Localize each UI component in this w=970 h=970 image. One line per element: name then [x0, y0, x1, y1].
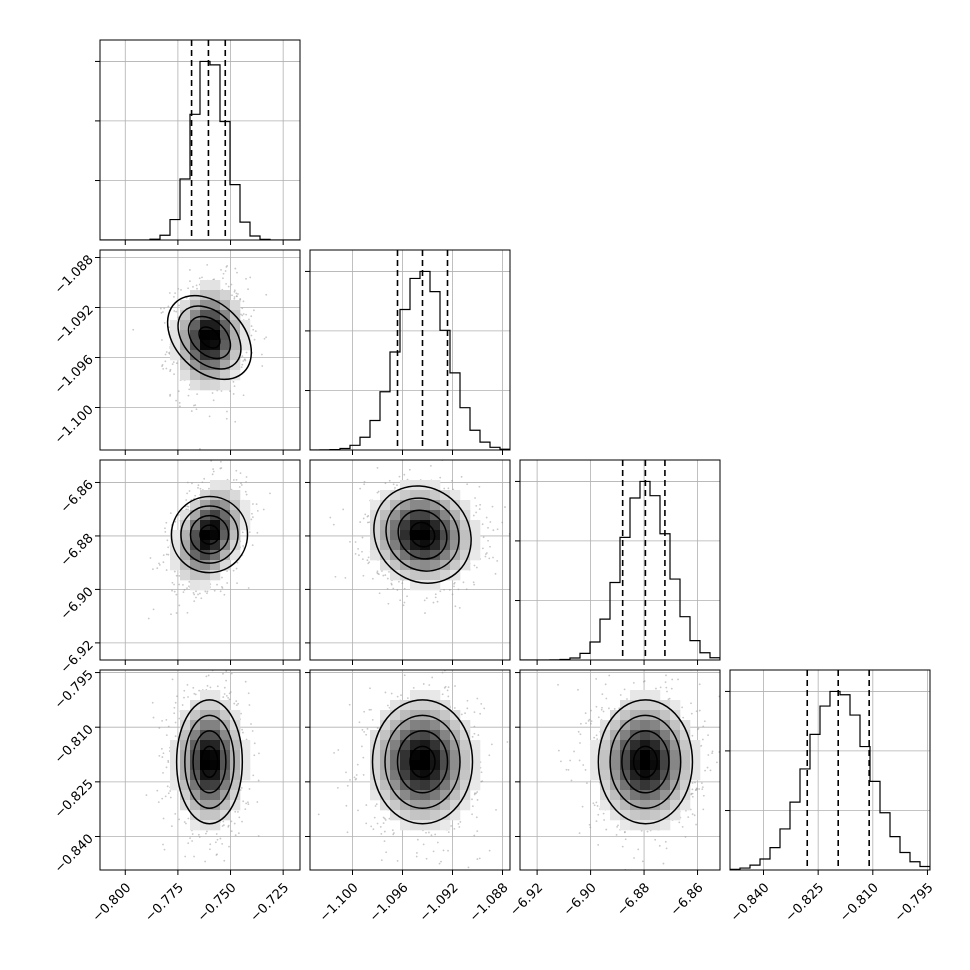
- contour-1-0-0: [198, 326, 221, 349]
- contour-3-0-3: [175, 699, 244, 825]
- contour-2-0-3: [170, 495, 249, 574]
- contour-2-0-2: [180, 505, 239, 564]
- contour-3-2-2: [609, 714, 682, 810]
- panel-frame-2-0: [99, 459, 301, 661]
- x-tick-label-2-0: −6.92: [507, 880, 546, 919]
- contour-3-2-1: [621, 730, 670, 794]
- y-tick-label-2-0: −6.92: [58, 638, 97, 677]
- x-tick-label-3-2: −0.810: [837, 880, 882, 925]
- contour-2-1-1: [397, 509, 448, 560]
- contour-3-1-1: [396, 730, 449, 794]
- histogram-2: [520, 480, 720, 660]
- x-tick-label-1-1: −1.096: [367, 880, 412, 925]
- contour-3-0-0: [200, 745, 219, 779]
- panel-frame-0-0: [99, 39, 301, 241]
- contour-2-1-2: [385, 497, 460, 572]
- contour-3-2-3: [597, 699, 694, 825]
- x-tick-label-1-0: −1.100: [317, 880, 362, 925]
- histogram-3: [730, 690, 930, 870]
- panel-1-0: [95, 249, 301, 455]
- panel-frame-3-1: [309, 669, 511, 871]
- contour-1-0-1: [187, 315, 232, 360]
- contour-1-0-3: [166, 294, 253, 381]
- x-tick-label-3-1: −0.825: [783, 880, 828, 925]
- panel-3-2: [515, 669, 721, 875]
- panel-frame-1-1: [309, 249, 511, 451]
- histogram-0: [100, 60, 300, 240]
- panel-frame-2-2: [519, 459, 721, 661]
- panel-frame-1-0: [99, 249, 301, 451]
- contour-2-1-3: [373, 485, 472, 584]
- contour-1-0-2: [177, 305, 242, 370]
- x-tick-label-2-2: −6.88: [614, 880, 653, 919]
- panel-frame-2-1: [309, 459, 511, 661]
- panel-0-0: [95, 39, 301, 245]
- x-tick-label-1-2: −1.092: [417, 880, 462, 925]
- contour-3-1-3: [371, 699, 474, 825]
- panel-3-3: [725, 669, 931, 875]
- panel-3-1: [305, 669, 511, 875]
- x-tick-label-3-0: −0.840: [728, 880, 773, 925]
- x-tick-label-0-0: −0.800: [90, 880, 135, 925]
- panel-frame-3-2: [519, 669, 721, 871]
- y-tick-label-3-3: −0.795: [52, 668, 97, 713]
- x-tick-label-0-3: −0.725: [248, 880, 293, 925]
- y-tick-label-3-1: −0.825: [52, 777, 97, 822]
- panel-2-0: [95, 459, 301, 665]
- y-tick-label-1-2: −1.092: [52, 303, 97, 348]
- panel-frame-3-3: [729, 669, 931, 871]
- y-tick-label-1-0: −1.100: [52, 403, 97, 448]
- contour-2-1-0: [409, 521, 436, 548]
- x-tick-label-2-3: −6.86: [668, 880, 707, 919]
- contour-2-0-1: [189, 514, 230, 555]
- x-tick-label-0-1: −0.775: [142, 880, 187, 925]
- contour-3-0-2: [184, 714, 235, 810]
- x-tick-label-1-3: −1.088: [467, 880, 512, 925]
- x-tick-label-3-3: −0.795: [892, 880, 937, 925]
- y-tick-label-3-2: −0.810: [52, 722, 97, 767]
- panel-2-1: [305, 459, 511, 665]
- contour-3-1-0: [409, 745, 436, 779]
- panel-1-1: [305, 249, 511, 455]
- x-tick-label-0-2: −0.750: [195, 880, 240, 925]
- y-tick-label-2-3: −6.86: [58, 478, 97, 517]
- y-tick-label-2-1: −6.90: [58, 584, 97, 623]
- y-tick-label-1-3: −1.088: [52, 253, 97, 298]
- contour-3-0-1: [192, 730, 227, 794]
- panel-3-0: [95, 669, 301, 875]
- histogram-1: [310, 270, 510, 450]
- contour-3-2-0: [632, 745, 658, 779]
- x-tick-label-2-1: −6.90: [561, 880, 600, 919]
- y-tick-label-3-0: −0.840: [52, 832, 97, 877]
- y-tick-label-2-2: −6.88: [58, 531, 97, 570]
- panel-2-2: [515, 459, 721, 665]
- contour-2-0-0: [199, 524, 220, 545]
- panel-frame-3-0: [99, 669, 301, 871]
- y-tick-label-1-1: −1.096: [52, 353, 97, 398]
- contour-3-1-2: [384, 714, 461, 810]
